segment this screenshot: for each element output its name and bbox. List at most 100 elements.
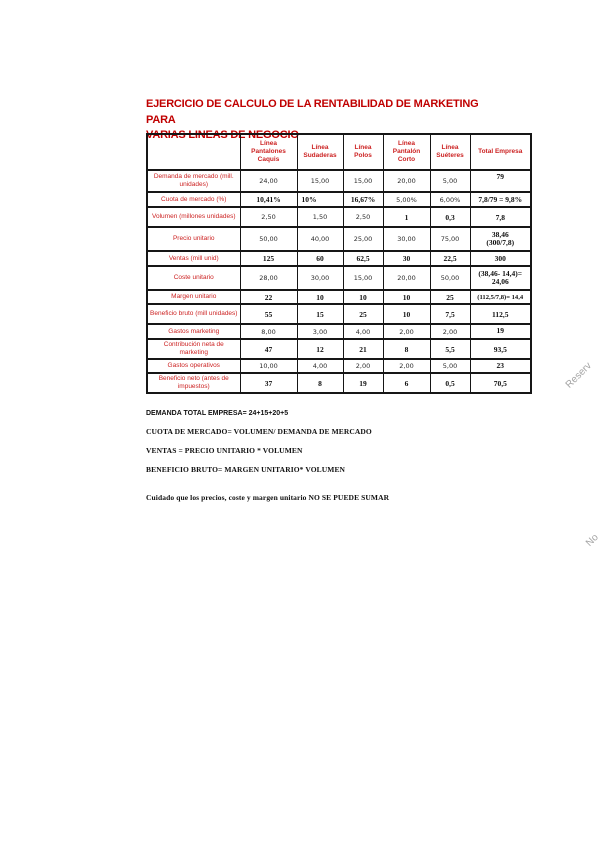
cell-value: 8 — [296, 372, 344, 394]
notes-section: DEMANDA TOTAL EMPRESA= 24+15+20+5 CUOTA … — [146, 410, 486, 512]
row-label: Coste unitario — [146, 265, 241, 291]
cell-value: 8 — [382, 338, 431, 360]
cell-value: 20,00 — [382, 169, 431, 193]
cell-value: 62,5 — [342, 250, 384, 267]
column-header-total-empresa: Total Empresa — [469, 133, 532, 171]
cell-value: 24,00 — [239, 169, 298, 193]
row-label: Margen unitario — [146, 289, 241, 305]
cell-value: 1 — [382, 206, 431, 228]
cell-value: 30,00 — [296, 265, 344, 291]
cell-value: 7,8/79 = 9,8% — [469, 191, 532, 208]
row-label: Beneficio bruto (mill unidades) — [146, 303, 241, 325]
cell-value: 2,00 — [342, 358, 384, 374]
note-warning: Cuidado que los precios, coste y margen … — [146, 493, 390, 502]
cell-value: 2,00 — [382, 323, 431, 340]
table-row-coste-unitario: Coste unitario 28,00 30,00 15,00 20,00 5… — [146, 265, 532, 291]
cell-value: 10 — [382, 303, 431, 325]
cell-value: 23 — [469, 358, 532, 374]
cell-value: 8,00 — [239, 323, 298, 340]
cell-value: 22,5 — [429, 250, 471, 267]
cell-value: 10,00 — [239, 358, 298, 374]
table-header-row: Línea Pantalones Caquis Línea Sudaderas … — [146, 133, 532, 171]
row-label: Gastos marketing — [146, 323, 241, 340]
cell-value: 28,00 — [239, 265, 298, 291]
cell-value: 15,00 — [342, 265, 384, 291]
cell-value: 30,00 — [382, 226, 431, 252]
cell-value: 3,00 — [296, 323, 344, 340]
table-row-precio-unitario: Precio unitario 50,00 40,00 25,00 30,00 … — [146, 226, 532, 252]
table-row-gastos-operativos: Gastos operativos 10,00 4,00 2,00 2,00 5… — [146, 358, 532, 374]
row-label: Demanda de mercado (mill. unidades) — [146, 169, 241, 193]
cell-value: 15 — [296, 303, 344, 325]
cell-value: 7,5 — [429, 303, 471, 325]
table-row-cuota: Cuota de mercado (%) 10,41% 10% 16,67% 5… — [146, 191, 532, 208]
cell-value: 25 — [429, 289, 471, 305]
cell-value: 50,00 — [239, 226, 298, 252]
note-beneficio-formula: BENEFICIO BRUTO= MARGEN UNITARIO* VOLUME… — [146, 465, 346, 474]
profitability-table: Línea Pantalones Caquis Línea Sudaderas … — [146, 133, 532, 394]
cell-value: 79 — [469, 169, 532, 193]
cell-value: 55 — [239, 303, 298, 325]
note-ventas-formula: VENTAS = PRECIO UNITARIO * VOLUMEN — [146, 446, 303, 455]
cell-value: 47 — [239, 338, 298, 360]
table-row-margen-unitario: Margen unitario 22 10 10 10 25 (112,5/7,… — [146, 289, 532, 305]
cell-value: 19 — [342, 372, 384, 394]
cell-value: 19 — [469, 323, 532, 340]
cell-value: 5,00 — [429, 358, 471, 374]
cell-value: 7,8 — [469, 206, 532, 228]
cell-value: 10 — [382, 289, 431, 305]
table-row-gastos-marketing: Gastos marketing 8,00 3,00 4,00 2,00 2,0… — [146, 323, 532, 340]
row-label: Gastos operativos — [146, 358, 241, 374]
table-row-beneficio-neto: Beneficio neto (antes de impuestos) 37 8… — [146, 372, 532, 394]
cell-value: 25 — [342, 303, 384, 325]
cell-value: 75,00 — [429, 226, 471, 252]
column-header-sudaderas: Línea Sudaderas — [296, 133, 344, 171]
cell-value: 2,00 — [382, 358, 431, 374]
row-label: Contribución neta de marketing — [146, 338, 241, 360]
cell-value: 10 — [342, 289, 384, 305]
table-row-contribucion-neta: Contribución neta de marketing 47 12 21 … — [146, 338, 532, 360]
cell-value: 1,50 — [296, 206, 344, 228]
page-title-line-1: EJERCICIO DE CALCULO DE LA RENTABILIDAD … — [146, 98, 479, 126]
cell-value: 5,5 — [429, 338, 471, 360]
column-header-sueteres: Línea Suéteres — [429, 133, 471, 171]
cell-value: 300 — [469, 250, 532, 267]
table-row-demanda: Demanda de mercado (mill. unidades) 24,0… — [146, 169, 532, 193]
cell-value: 12 — [296, 338, 344, 360]
watermark-text: Reserv — [563, 360, 594, 391]
cell-value: 22 — [239, 289, 298, 305]
cell-value: 5,00% — [382, 191, 431, 208]
cell-value: 93,5 — [469, 338, 532, 360]
cell-value: 20,00 — [382, 265, 431, 291]
cell-value: 15,00 — [296, 169, 344, 193]
row-label: Ventas (mill unid) — [146, 250, 241, 267]
cell-value: 5,00 — [429, 169, 471, 193]
cell-value: 50,00 — [429, 265, 471, 291]
row-label: Cuota de mercado (%) — [146, 191, 241, 208]
table-row-beneficio-bruto: Beneficio bruto (mill unidades) 55 15 25… — [146, 303, 532, 325]
cell-value: 10,41% — [239, 191, 298, 208]
cell-value: 25,00 — [342, 226, 384, 252]
cell-value: 0,5 — [429, 372, 471, 394]
table-row-ventas: Ventas (mill unid) 125 60 62,5 30 22,5 3… — [146, 250, 532, 267]
cell-value: 112,5 — [469, 303, 532, 325]
cell-value: 38,46 (300/7,8) — [469, 226, 532, 252]
cell-value: 10% — [296, 191, 344, 208]
cell-value: 0,3 — [429, 206, 471, 228]
note-cuota-formula: CUOTA DE MERCADO= VOLUMEN/ DEMANDA DE ME… — [146, 427, 372, 436]
column-header-polos: Línea Polos — [342, 133, 384, 171]
cell-value: 15,00 — [342, 169, 384, 193]
cell-value: 30 — [382, 250, 431, 267]
cell-value: 4,00 — [296, 358, 344, 374]
cell-value: 125 — [239, 250, 298, 267]
cell-value: 2,00 — [429, 323, 471, 340]
cell-value: 60 — [296, 250, 344, 267]
cell-value: 21 — [342, 338, 384, 360]
cell-value: 6 — [382, 372, 431, 394]
cell-value: 70,5 — [469, 372, 532, 394]
cell-value: 10 — [296, 289, 344, 305]
column-header-pantalon-corto: Línea Pantalón Corto — [382, 133, 431, 171]
cell-value: 40,00 — [296, 226, 344, 252]
row-label: Precio unitario — [146, 226, 241, 252]
